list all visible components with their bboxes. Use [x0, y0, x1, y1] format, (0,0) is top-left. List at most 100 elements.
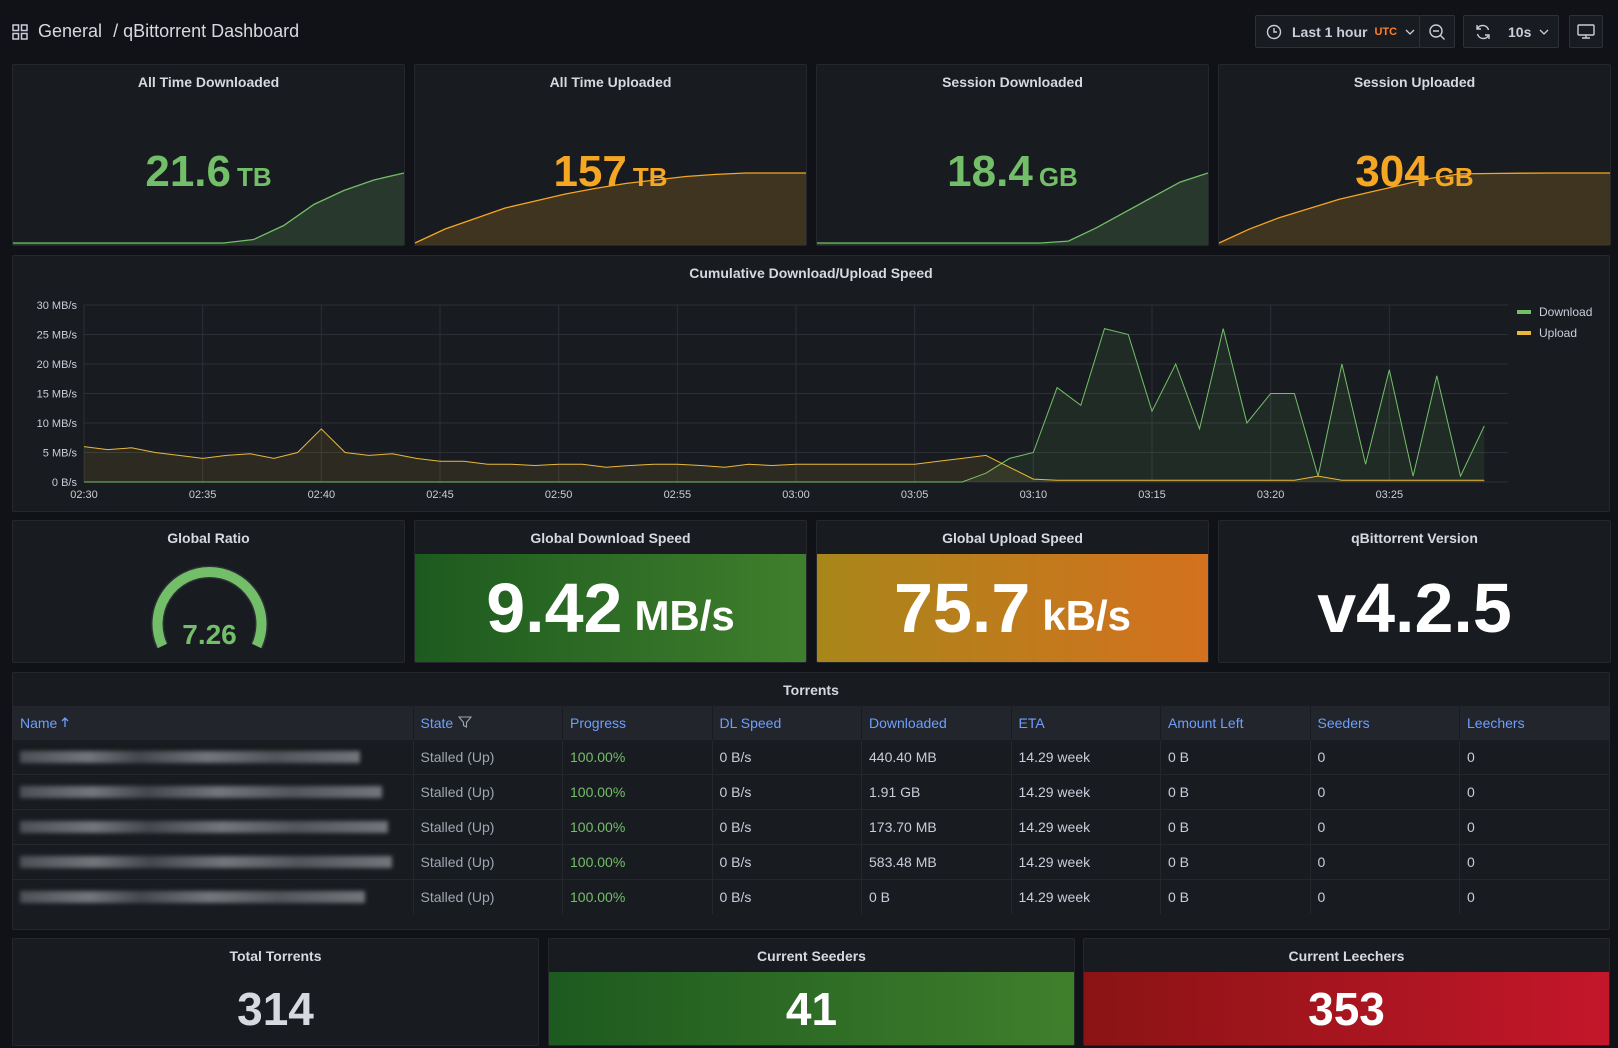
- stat-value: 157 TB: [415, 147, 806, 197]
- column-header[interactable]: ETA: [1011, 706, 1161, 740]
- table-cell: 14.29 week: [1011, 774, 1161, 810]
- arrow: [61, 716, 69, 727]
- table-cell: 0 B/s: [712, 739, 862, 775]
- torrents-table: Name State Progress DL Speed Downloaded ETA Am…: [13, 706, 1609, 914]
- value-box: 314: [13, 972, 538, 1045]
- apps-icon[interactable]: [12, 24, 28, 40]
- table-head: Name State Progress DL Speed Downloaded ETA Am…: [13, 706, 1609, 740]
- column-header[interactable]: Downloaded: [861, 706, 1012, 740]
- panel-title: Global Upload Speed: [942, 530, 1083, 546]
- gauge-panel: Global Ratio 7.26: [12, 520, 405, 663]
- value-background: 75.7 kB/s: [817, 554, 1208, 662]
- filter-icon: [458, 715, 473, 728]
- sparkline-area: [415, 173, 806, 245]
- column-title: DL Speed: [719, 714, 782, 731]
- x-tick-label: 03:20: [1257, 489, 1285, 501]
- stat-panel: Session Downloaded 18.4 GB: [816, 64, 1209, 246]
- panel-title: Current Seeders: [757, 948, 866, 964]
- series-area: [84, 328, 1485, 482]
- redacted-name: [20, 786, 382, 798]
- folder[interactable]: General: [38, 21, 103, 41]
- name-cell: [13, 879, 414, 914]
- separator: /: [113, 21, 119, 41]
- time-picker[interactable]: Last 1 hour UTC: [1255, 15, 1420, 48]
- tv-mode[interactable]: [1569, 15, 1603, 48]
- table-panel: Torrents Name State Progress DL Speed Downloa…: [12, 672, 1610, 930]
- table-cell: 0: [1310, 739, 1460, 775]
- table-row: Stalled (Up) 100.00% 0 B/s 440.40 MB 14.29 w…: [13, 739, 1609, 775]
- timezone: UTC: [1374, 25, 1398, 38]
- sparkline-line: [13, 172, 404, 244]
- table-cell: 0 B/s: [712, 809, 862, 845]
- table-cell: 1.91 GB: [861, 774, 1012, 810]
- value-background: 41: [549, 972, 1074, 1045]
- value: 353: [1308, 982, 1385, 1035]
- sparkline: [817, 172, 1208, 245]
- time-range: Last 1 hour: [1292, 23, 1368, 40]
- table-cell: Stalled (Up): [413, 879, 563, 914]
- table-cell: 0 B/s: [712, 879, 862, 914]
- unit: GB: [1038, 162, 1078, 192]
- panel-title: Global Download Speed: [530, 530, 691, 546]
- monitor-icon: [1577, 23, 1595, 39]
- dashboard-title[interactable]: qBittorrent Dashboard: [123, 21, 300, 41]
- table-cell: Stalled (Up): [413, 809, 563, 845]
- zoom-out[interactable]: [1419, 15, 1455, 48]
- column-header[interactable]: Name: [13, 706, 414, 740]
- refresh-icon: [1476, 24, 1490, 39]
- table-cell: 0: [1310, 809, 1460, 845]
- gauge: 7.26: [151, 565, 268, 650]
- sparkline-line: [1219, 172, 1610, 244]
- y-tick-label: 15 MB/s: [37, 389, 78, 401]
- column-title: Amount Left: [1168, 714, 1244, 731]
- table-cell: 100.00%: [562, 809, 713, 845]
- table-cell: 100.00%: [562, 739, 713, 775]
- y-tick-label: 30 MB/s: [37, 300, 78, 312]
- column-header[interactable]: Leechers: [1459, 706, 1609, 740]
- zoom-icon: [1429, 23, 1445, 40]
- column-header[interactable]: Seeders: [1310, 706, 1460, 740]
- table-cell: 0 B: [861, 879, 1012, 914]
- panel-title: All Time Uploaded: [549, 74, 672, 90]
- panel-title: Session Downloaded: [942, 74, 1083, 90]
- stat-panel: All Time Downloaded 21.6 TB: [12, 64, 405, 246]
- value: 157: [553, 147, 627, 196]
- table-cell: 0 B: [1160, 844, 1311, 880]
- total-panel: Total Torrents 314: [12, 938, 539, 1046]
- gauge-arc: [152, 567, 267, 649]
- chevron: [1405, 29, 1415, 35]
- sparkline-line: [415, 172, 806, 244]
- column-header[interactable]: Amount Left: [1160, 706, 1311, 740]
- x-tick-label: 03:15: [1138, 489, 1166, 501]
- sparkline: [13, 172, 404, 245]
- panel-title: Global Ratio: [167, 530, 250, 546]
- table-cell: Stalled (Up): [413, 774, 563, 810]
- x-tick-label: 02:30: [70, 489, 98, 501]
- table-cell: 0: [1459, 844, 1609, 880]
- column-header[interactable]: DL Speed: [712, 706, 862, 740]
- table-cell: 0: [1310, 844, 1460, 880]
- sparkline-line: [817, 172, 1208, 244]
- y-tick-label: 25 MB/s: [37, 330, 78, 342]
- legend-label: Download: [1539, 305, 1592, 319]
- table-cell: 0: [1459, 809, 1609, 845]
- column-title: Name: [20, 714, 58, 731]
- table-row: Stalled (Up) 100.00% 0 B/s 173.70 MB 14.29 w…: [13, 809, 1609, 845]
- column-header[interactable]: State: [413, 706, 563, 740]
- table-body: Stalled (Up) 100.00% 0 B/s 440.40 MB 14.29 w…: [13, 739, 1609, 914]
- x-tick-label: 02:35: [189, 489, 217, 501]
- y-tick-label: 0 B/s: [52, 477, 78, 489]
- value: 314: [237, 982, 314, 1035]
- column-header[interactable]: Progress: [562, 706, 713, 740]
- value-background: 353: [1084, 972, 1609, 1045]
- x-tick-label: 02:55: [664, 489, 692, 501]
- refresh-picker[interactable]: 10s: [1463, 15, 1559, 48]
- unit: GB: [1434, 162, 1474, 192]
- column-title: Leechers: [1467, 714, 1525, 731]
- y-tick-label: 20 MB/s: [37, 359, 78, 371]
- timeseries-panel: Cumulative Download/Upload Speed 0 B/s 5 M…: [12, 255, 1610, 512]
- clock-icon: [1266, 24, 1282, 39]
- name-cell: [13, 809, 414, 845]
- table-cell: 0 B/s: [712, 844, 862, 880]
